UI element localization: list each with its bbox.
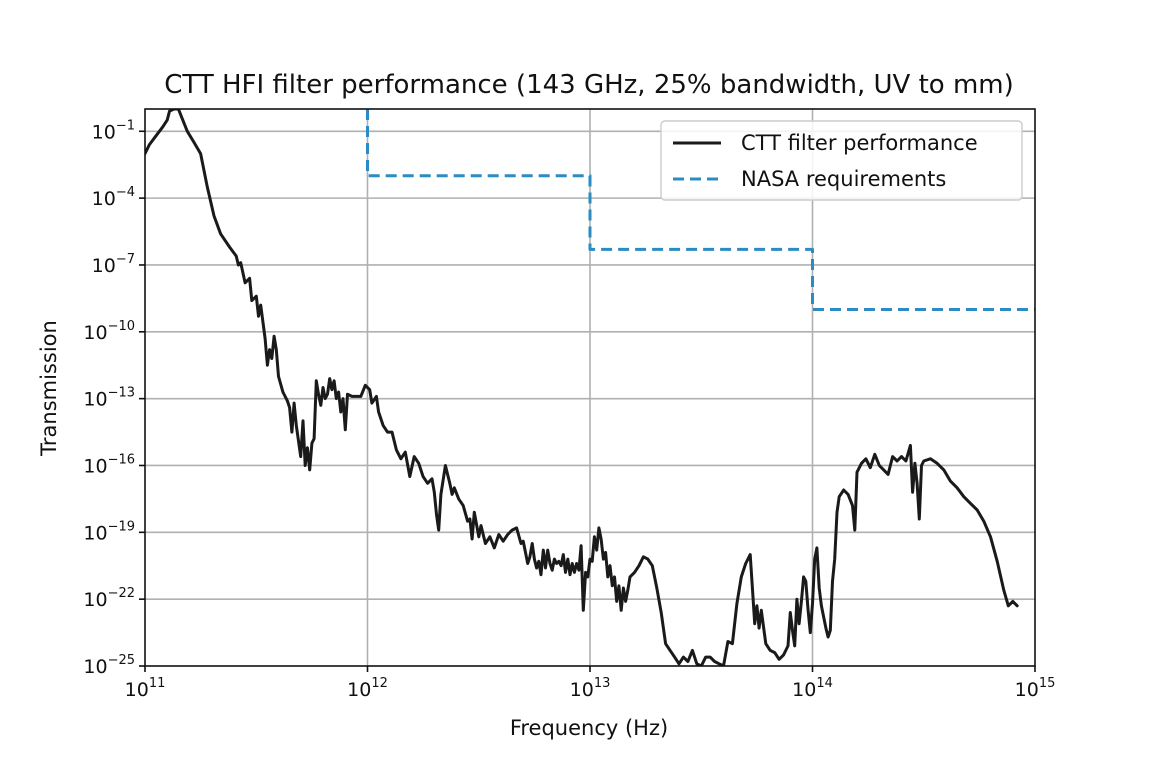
x-tick-label: 1013 (570, 676, 611, 701)
y-tick-label: 10−13 (83, 386, 135, 411)
legend: CTT filter performance NASA requirements (660, 120, 1023, 201)
legend-box (660, 120, 1023, 201)
x-tick-label: 1015 (1015, 676, 1056, 701)
y-tick-label: 10−16 (83, 452, 135, 477)
y-tick-label: 10−19 (83, 519, 135, 544)
legend-label-ctt: CTT filter performance (741, 131, 978, 155)
x-tick-label: 1014 (792, 676, 833, 701)
series-line-ctt (145, 109, 1019, 666)
series-layer (145, 109, 1035, 666)
y-tick-label: 10−22 (83, 586, 135, 611)
y-axis-label: Transmission (37, 320, 61, 457)
y-tick-label: 10−7 (92, 252, 135, 277)
legend-label-nasa: NASA requirements (741, 167, 946, 191)
chart-title: CTT HFI filter performance (143 GHz, 25%… (164, 70, 1014, 100)
x-tick-label: 1011 (125, 676, 166, 701)
x-tick-label: 1012 (347, 676, 388, 701)
y-tick-label: 10−4 (92, 185, 135, 210)
y-tick-label: 10−10 (83, 319, 135, 344)
y-tick-label: 10−1 (92, 118, 135, 143)
y-axis: 10−1 10−4 10−7 10−10 10−13 10−16 10−19 10−22 10−… (83, 118, 145, 678)
x-axis: 1011 1012 1013 1014 1015 (125, 666, 1056, 701)
y-tick-label: 10−25 (83, 653, 135, 678)
x-axis-label: Frequency (Hz) (510, 716, 668, 740)
series-line-nasa (366, 109, 1035, 311)
